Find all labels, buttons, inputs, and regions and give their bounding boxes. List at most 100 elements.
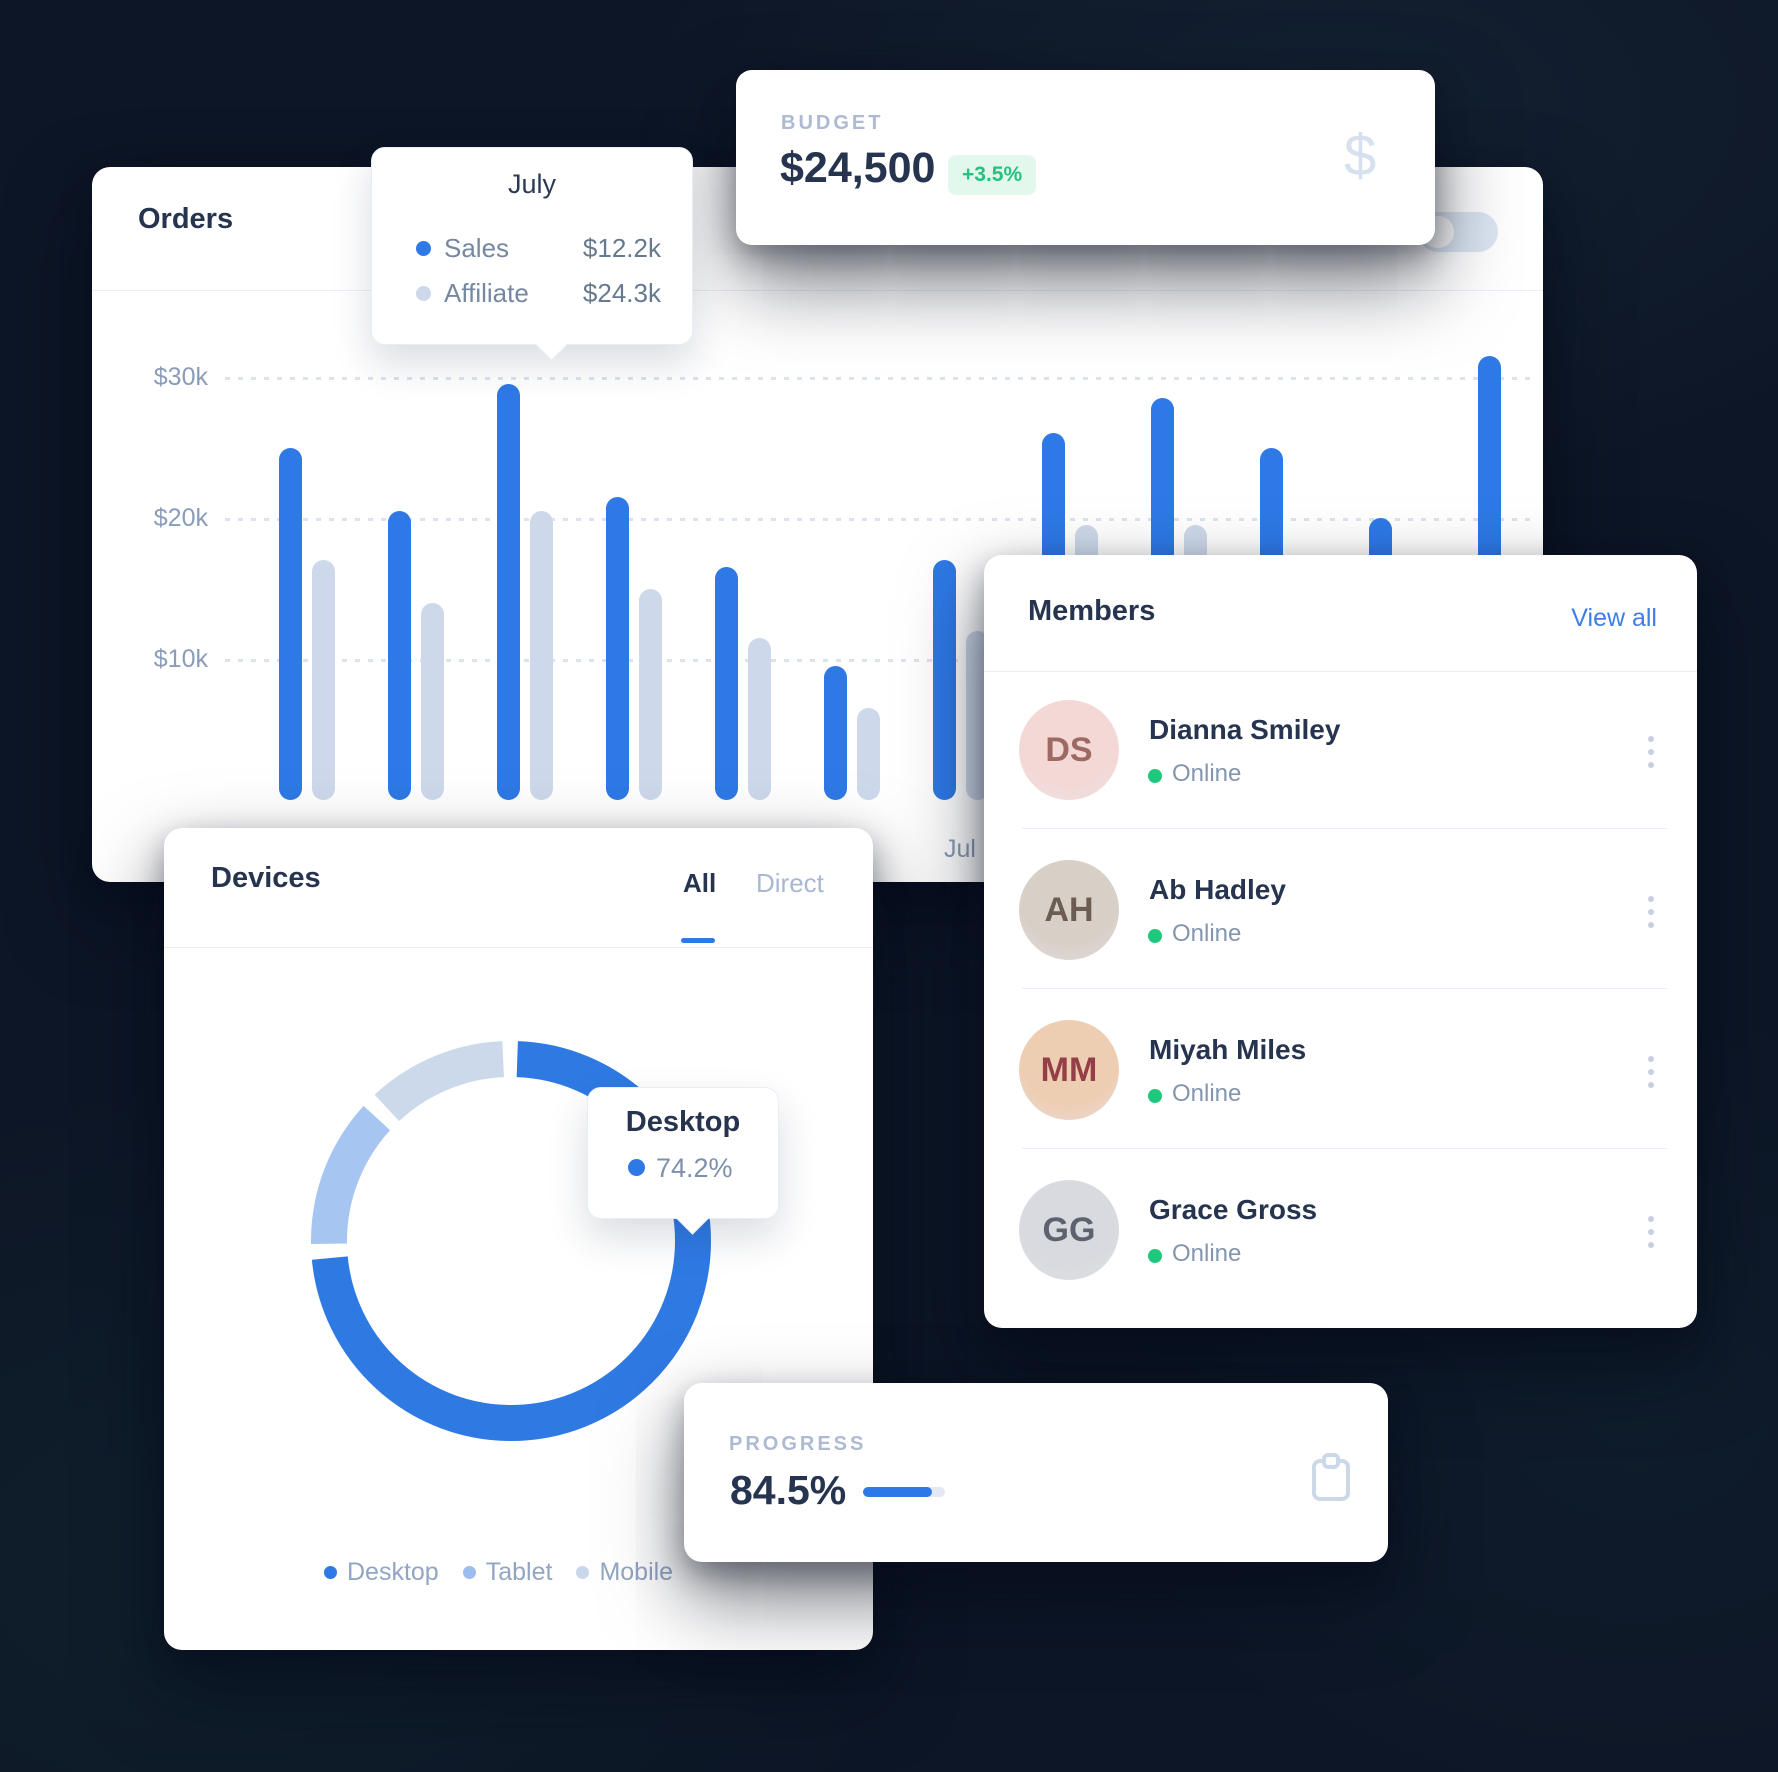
gridline-$20k	[225, 518, 1532, 521]
donut-segment-tablet[interactable]	[311, 1041, 711, 1441]
kebab-dot	[1648, 1229, 1654, 1235]
bar-sales-4[interactable]	[606, 496, 629, 800]
bar-affiliate-2[interactable]	[421, 602, 444, 800]
kebab-menu-icon[interactable]	[1636, 1044, 1666, 1100]
tooltip-series-value: $12.2k	[582, 233, 661, 263]
budget-delta-badge: +3.5%	[948, 155, 1037, 195]
avatar: AH	[1019, 860, 1119, 960]
legend-item-desktop[interactable]: Desktop	[324, 1558, 439, 1587]
bar-sales-2[interactable]	[388, 510, 411, 800]
kebab-dot	[1648, 896, 1654, 902]
gridline-$30k	[225, 377, 1532, 380]
devices-title: Devices	[211, 862, 321, 894]
kebab-dot	[1648, 1056, 1654, 1062]
tab-direct[interactable]: Direct	[756, 868, 824, 898]
member-row-divider	[1022, 1148, 1667, 1149]
avatar: MM	[1019, 1020, 1119, 1120]
bar-sales-7[interactable]	[933, 560, 956, 800]
online-dot-icon	[1148, 1249, 1162, 1263]
bar-affiliate-3[interactable]	[530, 510, 553, 800]
bar-sales-1[interactable]	[279, 447, 302, 800]
active-tab-underline	[681, 938, 715, 943]
member-name: Grace Gross	[1149, 1194, 1318, 1225]
devices-header-divider	[164, 947, 873, 948]
legend-dot-icon	[324, 1566, 337, 1579]
donut-segment-desktop[interactable]	[311, 1041, 711, 1441]
orders-card-title: Orders	[138, 203, 234, 235]
online-dot-icon	[1148, 1089, 1162, 1103]
member-status-text: Online	[1172, 920, 1242, 947]
donut-tooltip: Desktop 74.2%	[587, 1087, 779, 1235]
kebab-dot	[1648, 1082, 1654, 1088]
tooltip-month-title: July	[507, 169, 556, 199]
kebab-dot	[1648, 762, 1654, 768]
bar-sales-3[interactable]	[497, 384, 520, 800]
legend-dot-icon	[576, 1566, 590, 1579]
member-row[interactable]: MM Miyah Miles Online	[984, 1020, 1697, 1130]
kebab-menu-icon[interactable]	[1636, 724, 1666, 780]
member-name: Dianna Smiley	[1149, 714, 1341, 745]
legend-label: Mobile	[599, 1558, 674, 1586]
member-name: Ab Hadley	[1149, 874, 1286, 905]
progress-card: PROGRESS 84.5%	[684, 1383, 1388, 1562]
kebab-menu-icon[interactable]	[1636, 1204, 1666, 1260]
member-row[interactable]: AH Ab Hadley Online	[984, 860, 1697, 970]
kebab-dot	[1648, 1242, 1654, 1248]
tooltip-row-affiliate: Affiliate $24.3k	[416, 278, 661, 308]
member-status-text: Online	[1172, 760, 1242, 787]
bar-affiliate-6[interactable]	[857, 708, 880, 800]
orders-chart-tooltip: July Sales $12.2k Affiliate $24.3k	[371, 147, 693, 361]
view-all-link[interactable]: View all	[1571, 604, 1657, 632]
tooltip-series-value: $24.3k	[582, 278, 661, 308]
legend-item-tablet[interactable]: Tablet	[462, 1558, 553, 1587]
legend-label: Tablet	[485, 1558, 553, 1586]
kebab-dot	[1648, 736, 1654, 742]
clipboard-icon	[1312, 1453, 1350, 1501]
bar-affiliate-5[interactable]	[748, 637, 771, 800]
budget-label: BUDGET	[781, 112, 884, 134]
kebab-menu-icon[interactable]	[1636, 884, 1666, 940]
member-status-text: Online	[1172, 1080, 1242, 1107]
y-tick-label: $20k	[153, 504, 208, 532]
avatar: GG	[1019, 1180, 1119, 1280]
legend-item-mobile[interactable]: Mobile	[576, 1558, 673, 1587]
members-card: Members View all DS Dianna Smiley Online AH…	[984, 555, 1697, 1328]
bar-sales-5[interactable]	[715, 567, 738, 800]
kebab-dot	[1648, 1069, 1654, 1075]
tooltip-series-label: Affiliate	[444, 278, 529, 308]
x-axis-label-Jul: Jul	[944, 835, 976, 863]
online-dot-icon	[1148, 929, 1162, 943]
bar-sales-6[interactable]	[824, 666, 847, 800]
series-dot-icon	[416, 241, 431, 256]
online-dot-icon	[1148, 769, 1162, 783]
kebab-dot	[1648, 749, 1654, 755]
legend-dot-icon	[462, 1566, 476, 1579]
devices-donut-chart	[306, 1036, 716, 1446]
progress-bar-track[interactable]	[863, 1487, 945, 1497]
member-row[interactable]: DS Dianna Smiley Online	[984, 700, 1697, 810]
bar-affiliate-7[interactable]	[966, 630, 989, 800]
member-row[interactable]: GG Grace Gross Online	[984, 1180, 1697, 1290]
y-tick-label: $10k	[153, 645, 208, 673]
donut-tooltip-value: 74.2%	[656, 1153, 733, 1183]
progress-value: 84.5%	[730, 1467, 847, 1513]
member-row-divider	[1022, 988, 1667, 989]
kebab-dot	[1648, 909, 1654, 915]
legend-label: Desktop	[347, 1558, 439, 1586]
bar-affiliate-1[interactable]	[312, 560, 335, 800]
tab-all[interactable]: All	[683, 868, 717, 898]
y-tick-label: $30k	[153, 363, 208, 391]
progress-label: PROGRESS	[729, 1433, 867, 1455]
kebab-dot	[1648, 922, 1654, 928]
members-title: Members	[1028, 595, 1156, 627]
desktop-dot-icon	[628, 1159, 645, 1176]
member-name: Miyah Miles	[1149, 1034, 1307, 1065]
series-dot-icon	[416, 286, 431, 301]
kebab-dot	[1648, 1216, 1654, 1222]
gridline-$10k	[225, 659, 1532, 662]
member-row-divider	[1022, 828, 1667, 829]
tooltip-series-label: Sales	[444, 233, 510, 263]
bar-affiliate-4[interactable]	[639, 588, 662, 800]
devices-legend: Desktop Tablet Mobile	[324, 1558, 673, 1587]
